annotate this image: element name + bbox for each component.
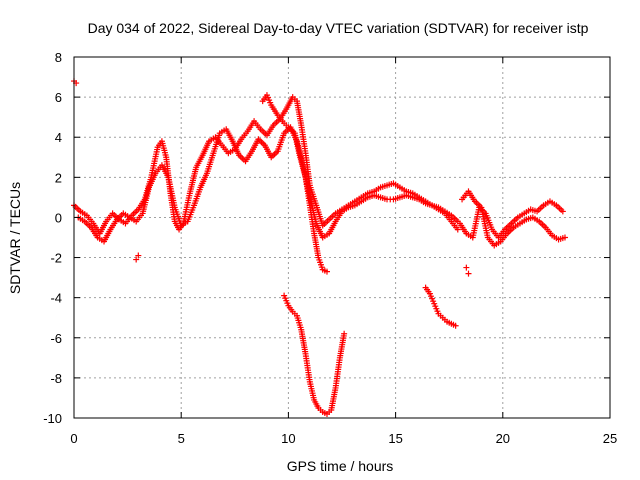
y-tick-label: -6: [50, 331, 62, 346]
y-tick-label: 0: [55, 210, 62, 225]
data-point-track-b: [454, 226, 461, 233]
data-point-track-c: [323, 268, 330, 275]
y-tick-label: 8: [55, 50, 62, 65]
x-tick-label: 15: [388, 431, 402, 446]
grid: [74, 57, 610, 418]
chart-title: Day 034 of 2022, Sidereal Day-to-day VTE…: [88, 20, 589, 36]
y-tick-label: -4: [50, 291, 62, 306]
data-point-isolated: [133, 256, 140, 263]
y-axis-ticks: -10 -8 -6 -4 -2 0 2 4 6 8: [43, 50, 610, 426]
x-axis-label: GPS time / hours: [287, 458, 394, 474]
y-tick-label: 4: [55, 130, 62, 145]
data-point-track-f: [559, 208, 566, 215]
data-point-isolated: [135, 252, 142, 259]
y-tick-label: -8: [50, 371, 62, 386]
x-tick-label: 0: [70, 431, 77, 446]
data-point-track-e: [452, 322, 459, 329]
data-point-isolated: [463, 264, 470, 271]
x-tick-label: 5: [178, 431, 185, 446]
data-point-isolated: [465, 270, 472, 277]
x-tick-label: 25: [603, 431, 617, 446]
y-tick-label: -2: [50, 251, 62, 266]
y-tick-label: -10: [43, 411, 62, 426]
x-tick-label: 20: [496, 431, 510, 446]
data-point-track-g: [561, 234, 568, 241]
plot-frame: [73, 56, 611, 419]
y-axis-label: SDTVAR / TECUs: [7, 182, 23, 294]
x-tick-label: 10: [281, 431, 295, 446]
y-tick-label: 6: [55, 90, 62, 105]
data-point-track-d: [341, 330, 348, 337]
x-axis-ticks: 0 5 10 15 20 25: [70, 57, 617, 446]
y-tick-label: 2: [55, 170, 62, 185]
data-points: [71, 78, 568, 417]
